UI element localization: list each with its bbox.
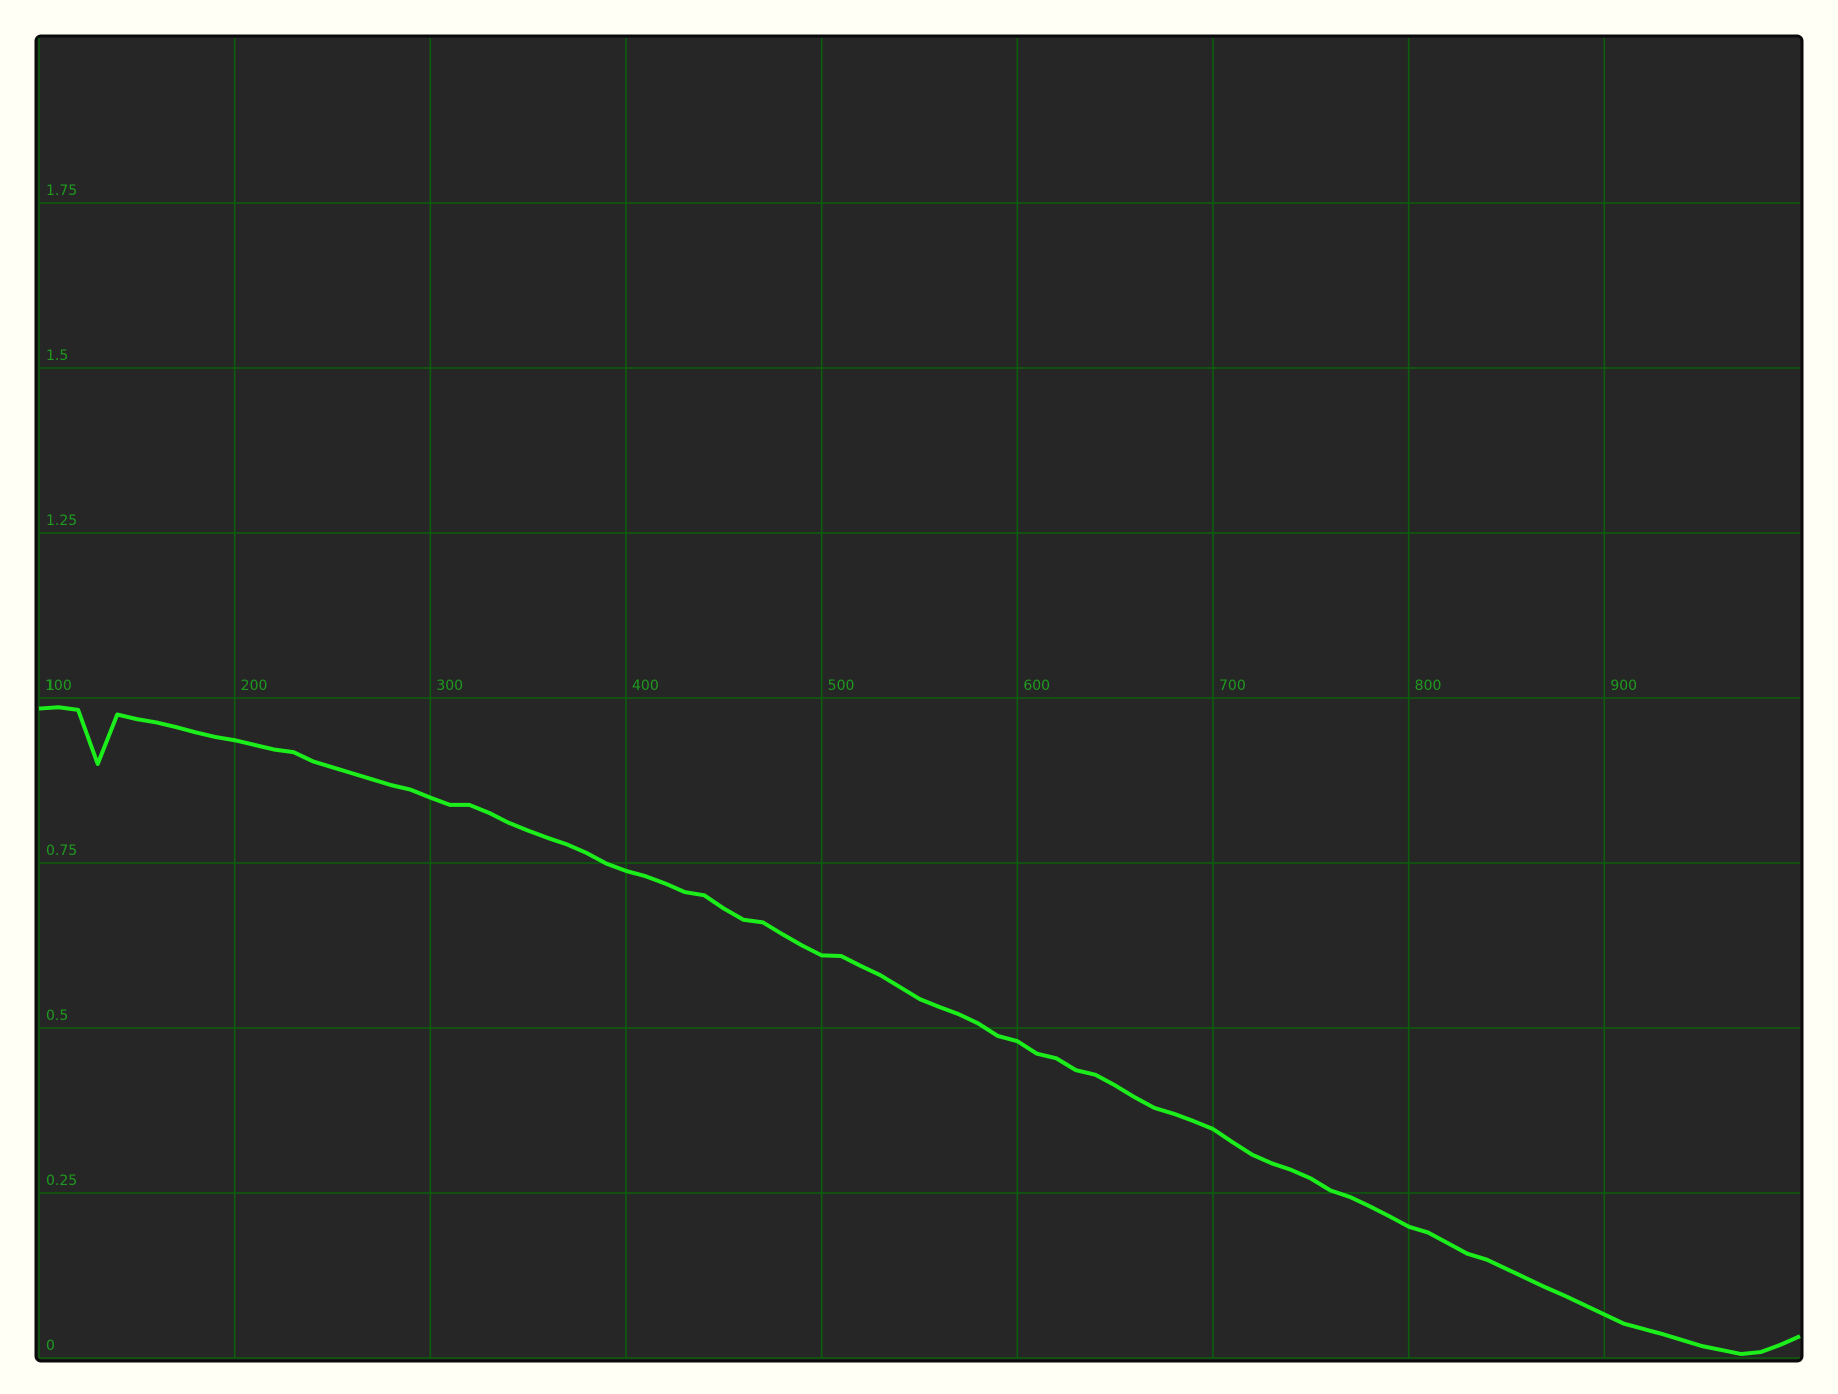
data-line	[38, 705, 1801, 1357]
x-tick-label: 700	[1219, 678, 1246, 694]
y-tick-label: 1.5	[46, 348, 68, 364]
y-tick-label: 0.25	[46, 1173, 77, 1189]
x-tick-label: 400	[632, 678, 659, 694]
y-tick-label: 1	[46, 678, 55, 694]
x-tick-label: 800	[1415, 678, 1442, 694]
x-tick-label: 300	[436, 678, 463, 694]
y-tick-label: 0.75	[46, 843, 77, 859]
x-tick-label: 200	[241, 678, 268, 694]
x-tick-label: 600	[1023, 678, 1050, 694]
y-tick-label: 0.5	[46, 1008, 68, 1024]
y-tick-label: 1.25	[46, 513, 77, 529]
x-tick-label: 100	[45, 678, 72, 694]
x-tick-label: 500	[828, 678, 855, 694]
y-tick-label: 1.75	[46, 183, 77, 199]
x-tick-label: 900	[1610, 678, 1637, 694]
y-tick-label: 0	[46, 1338, 55, 1354]
